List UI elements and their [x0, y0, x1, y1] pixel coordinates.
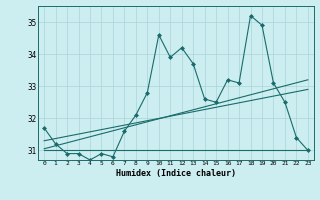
X-axis label: Humidex (Indice chaleur): Humidex (Indice chaleur) — [116, 169, 236, 178]
